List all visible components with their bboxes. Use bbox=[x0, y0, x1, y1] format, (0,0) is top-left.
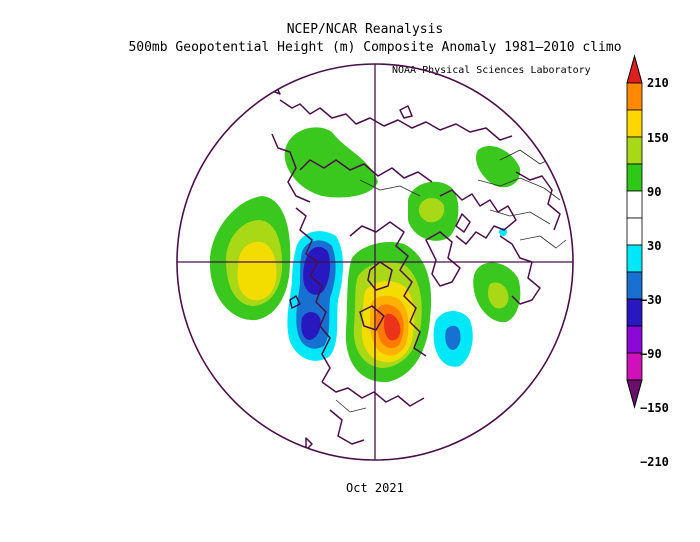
colorbar-label-210: 210 bbox=[647, 76, 669, 90]
anomaly-positive-asia-60 bbox=[488, 282, 509, 309]
colorbar-box bbox=[626, 82, 643, 111]
anomaly-negative-west-90 bbox=[303, 246, 331, 295]
colorbar-label-neg30: −30 bbox=[640, 293, 662, 307]
colorbar-label-150: 150 bbox=[647, 131, 669, 145]
colorbar-label-30: 30 bbox=[647, 239, 662, 253]
credit-label: NOAA Physical Sciences Laboratory bbox=[392, 65, 591, 76]
colorbar-label-90: 90 bbox=[647, 185, 662, 199]
colorbar-box bbox=[626, 244, 643, 273]
colorbar-box bbox=[626, 163, 643, 192]
anomaly-positive-ne bbox=[475, 146, 521, 188]
colorbar-label-neg210: −210 bbox=[640, 455, 669, 469]
colorbar-label-neg150: −150 bbox=[640, 401, 669, 415]
colorbar-arrow-bottom bbox=[626, 379, 643, 409]
coastlines bbox=[269, 85, 567, 451]
colorbar-box bbox=[626, 136, 643, 165]
title-line-1: NCEP/NCAR Reanalysis bbox=[286, 22, 444, 37]
anomaly-negative-west-90b bbox=[301, 312, 321, 340]
period-label: Oct 2021 bbox=[346, 481, 404, 495]
colorbar-box bbox=[626, 190, 643, 219]
anomaly-positive-canada-180 bbox=[383, 313, 401, 341]
anomaly-fields bbox=[209, 127, 521, 383]
colorbar-arrow-top bbox=[626, 54, 643, 84]
anomaly-positive-pacific-90 bbox=[237, 241, 277, 301]
map-boundary bbox=[176, 63, 574, 461]
title-line-2: 500mb Geopotential Height (m) Composite … bbox=[128, 40, 622, 55]
colorbar-box bbox=[626, 109, 643, 138]
anomaly-negative-atlantic-60 bbox=[445, 325, 461, 350]
colorbar-boxes bbox=[626, 54, 643, 409]
anomaly-positive-europe-core bbox=[418, 197, 445, 223]
colorbar-box bbox=[626, 217, 643, 246]
colorbar-label-neg90: −90 bbox=[640, 347, 662, 361]
